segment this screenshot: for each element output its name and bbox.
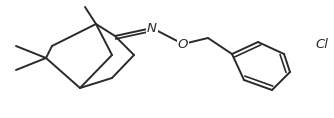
- Text: N: N: [147, 21, 157, 34]
- Text: O: O: [178, 38, 188, 51]
- Text: Cl: Cl: [315, 38, 328, 51]
